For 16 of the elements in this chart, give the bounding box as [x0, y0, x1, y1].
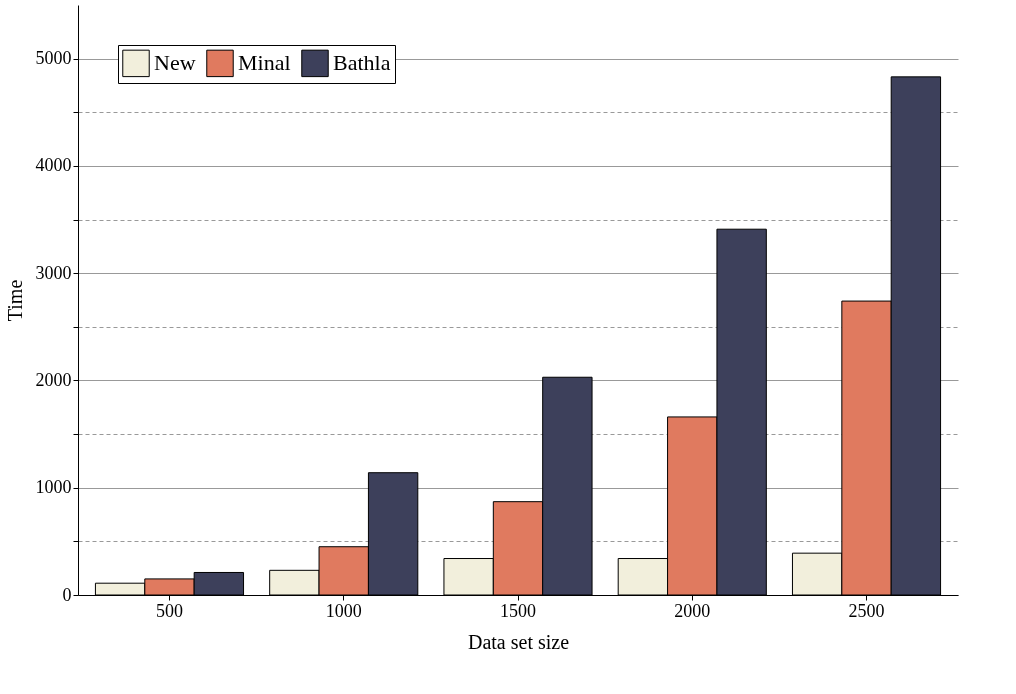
- y-tick-label: 3000: [35, 262, 72, 283]
- y-tick-label: 1000: [35, 477, 72, 498]
- x-tick-label: 1500: [500, 600, 536, 621]
- y-tick-label: 0: [62, 584, 72, 605]
- x-tick-label: 2000: [674, 600, 711, 621]
- y-tick-label: 4000: [35, 155, 72, 176]
- x-axis-title: Data set size: [467, 630, 570, 653]
- y-axis-title: Time: [3, 279, 26, 322]
- legend-label: New: [154, 50, 196, 76]
- y-tick-label: 5000: [35, 48, 72, 69]
- legend-label: Bathla: [333, 50, 391, 76]
- y-tick-label: 2000: [35, 369, 72, 390]
- x-tick-label: 500: [155, 600, 183, 621]
- x-tick-label: 2500: [848, 600, 885, 621]
- legend-label: Minal: [238, 50, 291, 76]
- x-tick-label: 1000: [325, 600, 362, 621]
